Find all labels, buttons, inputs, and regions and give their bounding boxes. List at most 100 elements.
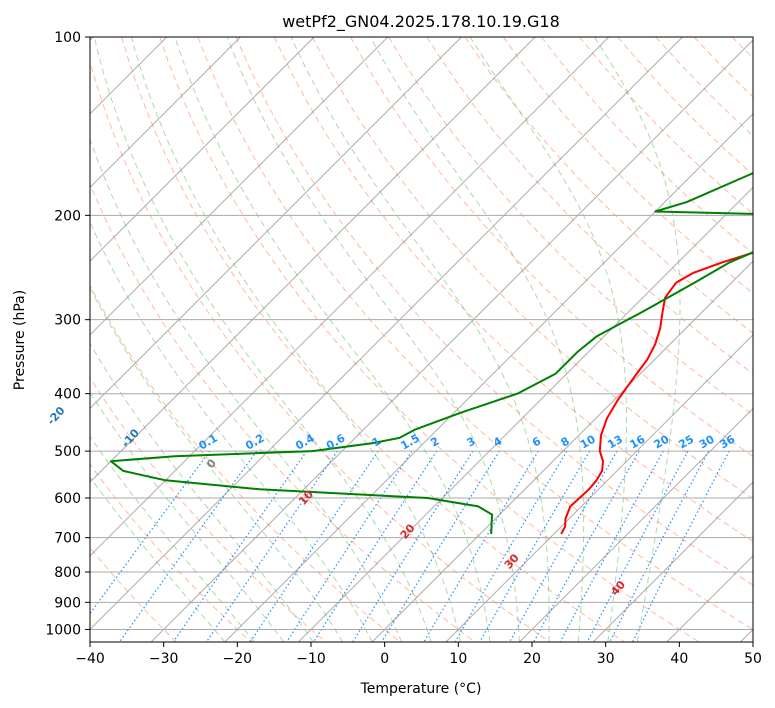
y-tick-label: 500 xyxy=(54,444,81,460)
isotherm-line xyxy=(90,37,610,557)
isotherm-line xyxy=(519,407,753,642)
dry-adiabat xyxy=(502,37,753,294)
mixing-ratio-line xyxy=(380,450,501,642)
dry-adiabat xyxy=(311,37,753,500)
dry-adiabat-label: 40 xyxy=(608,578,628,598)
x-tick-label: −10 xyxy=(296,651,326,667)
y-tick-label: 1000 xyxy=(45,622,81,638)
isotherm-line xyxy=(150,39,753,642)
dry-adiabat xyxy=(90,376,327,642)
moist-adiabat xyxy=(174,37,491,642)
isotherm-line xyxy=(740,628,753,642)
y-tick-label: 400 xyxy=(54,387,81,403)
dry-adiabat xyxy=(90,463,252,642)
moist-adiabat xyxy=(90,391,285,642)
mixing-ratio-line xyxy=(559,450,664,642)
dry-adiabat xyxy=(90,284,402,642)
mixing-ratio-label: 36 xyxy=(718,432,738,451)
moist-adiabat xyxy=(370,37,585,642)
moist-adiabat xyxy=(594,37,681,642)
mixing-ratio-line xyxy=(312,450,438,642)
dry-adiabat xyxy=(541,37,753,254)
dry-adiabat xyxy=(235,37,753,586)
mixing-ratio-label: 25 xyxy=(676,433,696,452)
dry-adiabat xyxy=(197,37,753,630)
mixing-ratio-line xyxy=(352,450,474,642)
temperature-line xyxy=(560,251,753,535)
mixing-ratio-label: 1.5 xyxy=(398,432,421,453)
isotherm-line xyxy=(90,37,241,189)
dry-adiabat xyxy=(350,37,753,458)
y-axis-ticks: 100 200 300 400 500 600 700 800 900 1000 xyxy=(45,30,90,638)
x-axis-ticks: −40 −30 −20 −10 0 10 20 30 40 50 xyxy=(75,642,762,667)
mixing-ratio-label: 3 xyxy=(465,435,478,450)
isotherm-line xyxy=(90,37,315,262)
mixing-ratio-label: 30 xyxy=(697,432,717,451)
mixing-ratio-line xyxy=(118,450,258,642)
moist-adiabat xyxy=(90,286,344,642)
dry-adiabat xyxy=(617,37,753,176)
moist-adiabat xyxy=(469,37,627,642)
profile-series xyxy=(109,172,753,535)
y-tick-label: 800 xyxy=(54,565,81,581)
y-tick-label: 200 xyxy=(54,208,81,224)
x-tick-label: 30 xyxy=(597,651,615,667)
x-tick-label: 0 xyxy=(380,651,389,667)
moist-adiabat xyxy=(93,37,432,642)
mixing-ratio-line xyxy=(609,450,710,642)
grid-lines xyxy=(90,37,753,642)
moist-adiabat xyxy=(90,342,314,642)
mixing-ratio-line xyxy=(454,450,568,642)
dry-adiabat xyxy=(273,37,753,543)
y-tick-label: 600 xyxy=(54,491,81,507)
mixing-ratio-label: 6 xyxy=(530,434,543,449)
plot-frame xyxy=(89,36,754,643)
isotherm-line xyxy=(90,37,462,410)
x-tick-label: 40 xyxy=(670,651,688,667)
dry-adiabat xyxy=(464,37,753,334)
moist-adiabat xyxy=(90,476,226,642)
mixing-ratio-label: 0.4 xyxy=(293,431,317,452)
x-tick-label: −40 xyxy=(75,651,105,667)
x-axis-label: Temperature (°C) xyxy=(360,681,482,697)
dry-adiabat-label: 20 xyxy=(398,521,418,541)
isotherm-line xyxy=(90,37,389,336)
mixing-ratio-label: 8 xyxy=(559,435,572,450)
y-axis-label: Pressure (hPa) xyxy=(12,290,28,390)
isotherm-line xyxy=(90,37,683,631)
moist-adiabat xyxy=(226,37,520,642)
dry-adiabat xyxy=(770,37,775,644)
dry-adiabat xyxy=(90,182,476,642)
isotherm-line xyxy=(445,334,753,642)
dry-adiabat xyxy=(426,37,753,375)
dry-adiabat-label: -10 xyxy=(119,426,142,450)
x-tick-label: 20 xyxy=(523,651,541,667)
y-tick-label: 300 xyxy=(54,313,81,329)
x-tick-label: −20 xyxy=(223,651,253,667)
isotherm-line xyxy=(592,481,753,642)
dry-adiabat-label: 0 xyxy=(204,456,219,471)
dry-adiabat xyxy=(693,37,753,98)
dry-adiabat xyxy=(121,37,626,642)
x-tick-label: −30 xyxy=(149,651,179,667)
isotherm-line xyxy=(666,555,753,642)
mixing-ratio-label: 10 xyxy=(578,432,598,451)
x-tick-label: 10 xyxy=(449,651,467,667)
dewpoint-line xyxy=(109,172,753,535)
moist-adiabat xyxy=(90,220,373,642)
chart-title: wetPf2_GN04.2025.178.10.19.G18 xyxy=(282,12,560,32)
mixing-ratio-line xyxy=(631,450,730,642)
mixing-ratio-label: 16 xyxy=(627,432,647,451)
y-tick-label: 700 xyxy=(54,531,81,547)
moist-adiabat xyxy=(90,435,255,642)
y-tick-label: 100 xyxy=(54,30,81,46)
mixing-ratio-line xyxy=(90,450,211,615)
moist-adiabat xyxy=(290,37,550,642)
isotherm-line xyxy=(224,113,753,642)
moist-adiabat xyxy=(130,37,461,642)
isotherm-line xyxy=(371,260,753,642)
mixing-ratio-line xyxy=(249,450,379,642)
isotherm-line xyxy=(298,186,753,642)
y-tick-label: 900 xyxy=(54,595,81,611)
